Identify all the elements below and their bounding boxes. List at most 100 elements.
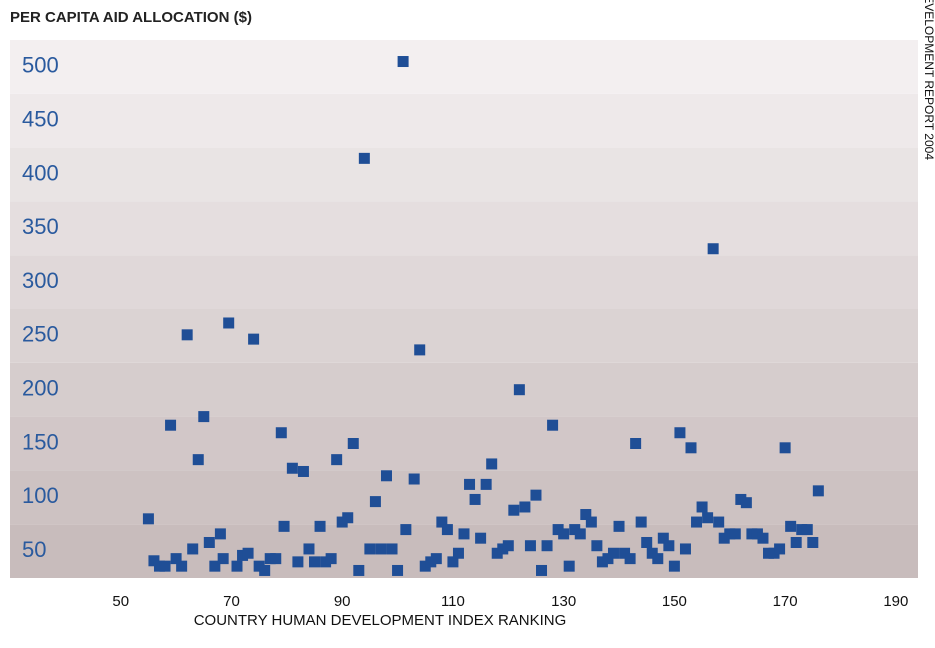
data-point [364,543,376,555]
data-point [231,560,243,572]
y-tick-label: 450 [22,107,59,132]
data-point [297,465,309,477]
data-point [768,547,780,559]
data-point [757,532,769,544]
data-point [209,560,221,572]
data-point [170,553,182,565]
data-point [585,516,597,528]
data-point [491,547,503,559]
data-point [635,516,647,528]
data-point [159,560,171,572]
x-tick-label: 90 [334,593,351,610]
data-point [691,516,703,528]
data-point [718,532,730,544]
x-tick-label: 130 [551,593,576,610]
data-point [392,564,404,576]
data-point [259,564,271,576]
data-point [400,524,412,536]
data-point [165,419,177,431]
y-tick-label: 500 [22,53,59,78]
data-point [807,536,819,548]
data-point [248,333,260,345]
data-point [223,317,235,329]
data-point [347,438,359,449]
grid-band [10,201,918,256]
data-point [142,513,154,525]
data-point [436,516,448,528]
data-point [314,520,326,532]
data-point [369,496,381,508]
data-point [751,528,763,540]
data-point [278,520,290,532]
data-point [796,524,808,536]
data-point [331,454,343,466]
data-point [541,540,553,552]
data-point [536,564,548,576]
data-point [729,528,741,540]
data-point [458,528,470,540]
y-tick-label: 100 [22,483,59,508]
x-tick-label: 190 [883,593,908,610]
data-point [530,489,542,501]
data-point [569,524,581,536]
data-point [242,547,254,559]
grid-band [10,93,918,148]
data-point [652,553,664,565]
data-point [286,462,298,474]
data-point [812,485,824,497]
data-point [181,329,193,341]
data-point [187,543,199,555]
data-point [663,540,675,552]
chart-title: PER CAPITA AID ALLOCATION ($) [10,9,252,26]
data-point [602,553,614,565]
data-point [774,543,786,555]
data-point [414,344,426,356]
data-point [475,532,487,544]
data-point [657,532,669,544]
data-point [641,536,653,548]
data-point [646,547,658,559]
grid-band [10,40,918,94]
grid-band [10,416,918,471]
data-point [303,543,315,555]
data-point [785,520,797,532]
data-point [607,547,619,559]
data-point [214,528,226,540]
data-point [430,553,442,565]
data-point [702,512,714,524]
data-point [275,427,287,439]
data-point [380,470,392,482]
data-point [325,553,337,565]
data-point [480,478,492,490]
data-point [790,536,802,548]
data-point [724,528,736,540]
data-point [563,560,575,572]
data-point [425,556,437,568]
data-point [270,553,282,565]
source-note: SOURCE: UNDP HUMAN DEVELOPMENT REPORT 20… [922,0,935,160]
data-point [497,543,509,555]
data-point [596,556,608,568]
data-point [237,549,249,561]
data-point [486,458,498,470]
y-tick-label: 400 [22,160,59,185]
x-tick-label: 150 [662,593,687,610]
data-point [452,547,464,559]
data-point [397,56,409,68]
data-point [547,419,559,431]
data-point [552,524,564,536]
data-point [464,478,476,490]
data-point [217,553,229,565]
data-point [558,528,570,540]
x-tick-label: 70 [223,593,240,610]
data-point [469,493,481,505]
y-tick-label: 350 [22,214,59,239]
data-point [746,528,758,540]
data-point [502,540,514,552]
grid-band [10,362,918,417]
data-point [524,540,536,552]
data-point [342,512,354,524]
data-point [519,501,531,513]
x-axis-title: COUNTRY HUMAN DEVELOPMENT INDEX RANKING [194,612,567,629]
